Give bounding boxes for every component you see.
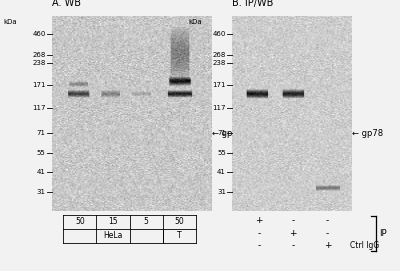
Text: 117: 117 [212, 105, 226, 111]
Text: 55: 55 [37, 150, 46, 156]
Text: kDa: kDa [3, 19, 17, 25]
Text: HeLa: HeLa [103, 231, 123, 240]
Text: 5: 5 [144, 217, 149, 226]
Text: T: T [177, 231, 182, 240]
Text: ← gp78: ← gp78 [352, 129, 383, 138]
Text: -: - [257, 241, 260, 250]
Text: -: - [257, 229, 260, 238]
Text: 41: 41 [217, 169, 226, 175]
Text: B. IP/WB: B. IP/WB [232, 0, 273, 8]
Text: 171: 171 [32, 82, 46, 88]
Text: -: - [292, 216, 295, 225]
Text: 268: 268 [213, 52, 226, 58]
Text: +: + [324, 241, 331, 250]
Text: -: - [326, 229, 329, 238]
Text: +: + [255, 216, 262, 225]
Text: 71: 71 [37, 130, 46, 136]
Text: 238: 238 [213, 60, 226, 66]
Text: 50: 50 [75, 217, 85, 226]
Text: 15: 15 [108, 217, 118, 226]
Text: 238: 238 [32, 60, 46, 66]
Text: IP: IP [379, 229, 387, 238]
Text: 460: 460 [213, 31, 226, 37]
Text: 171: 171 [212, 82, 226, 88]
Text: -: - [326, 216, 329, 225]
Text: 31: 31 [37, 189, 46, 195]
Text: kDa: kDa [188, 19, 202, 25]
Text: 71: 71 [217, 130, 226, 136]
Text: 460: 460 [32, 31, 46, 37]
Text: 31: 31 [217, 189, 226, 195]
Text: 41: 41 [37, 169, 46, 175]
Text: +: + [290, 229, 297, 238]
Text: ← gp78: ← gp78 [212, 129, 243, 138]
Text: Ctrl IgG: Ctrl IgG [350, 241, 379, 250]
Text: 117: 117 [32, 105, 46, 111]
Text: A. WB: A. WB [52, 0, 81, 8]
Text: -: - [292, 241, 295, 250]
Text: 268: 268 [32, 52, 46, 58]
Text: 55: 55 [217, 150, 226, 156]
Text: 50: 50 [174, 217, 184, 226]
